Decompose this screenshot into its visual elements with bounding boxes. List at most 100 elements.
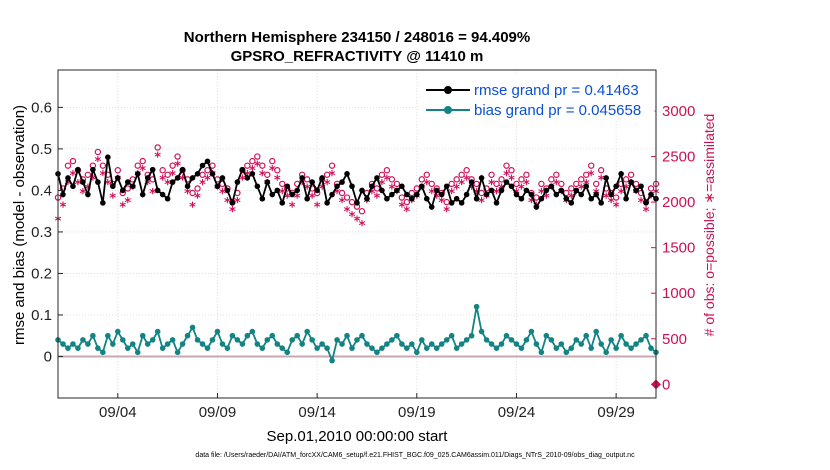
obs-possible-point [323,171,331,178]
obs-assimilated-point: * [294,192,301,207]
obs-assimilated-point: * [119,201,126,216]
bias-point [389,337,395,343]
rmse-point [334,183,340,190]
obs-assimilated-point: * [618,187,625,202]
rmse-point [603,175,609,181]
bias-point [174,349,181,356]
obs-assimilated-point: * [538,187,545,202]
rmse-point [174,175,181,181]
bias-point [578,341,585,347]
rmse-point [364,195,370,202]
rmse-point [294,187,301,194]
rmse-point [239,166,246,173]
obs-assimilated-point: * [558,187,565,202]
obs-assimilated-point: * [184,187,191,202]
obs-possible-point [259,162,266,169]
rmse-point [214,183,221,190]
bias-point [70,341,76,347]
obs-assimilated-point: * [608,196,615,211]
rmse-point [608,191,614,198]
obs-assimilated-point: * [264,178,271,193]
bias-point [259,345,266,351]
rmse-point [369,183,375,190]
obs-possible-point [124,185,131,192]
rmse-point [493,200,500,206]
obs-assimilated-point: * [483,192,490,207]
rmse-point [548,183,555,190]
obs-possible-point [134,162,141,169]
rmse-point [428,204,435,210]
rmse-point [149,166,156,173]
obs-assimilated-point: * [224,196,231,211]
bias-point [588,345,595,351]
obs-possible-point [573,180,580,188]
y-tick-label: 0.2 [31,265,52,282]
obs-assimilated-point: * [109,192,116,207]
bias-point [533,341,540,347]
rmse-point [279,200,286,206]
obs-assimilated-point: * [623,182,630,197]
obs-possible-point [538,180,545,188]
rmse-point [573,187,580,194]
bias-point [110,341,116,347]
bias-point [558,341,565,347]
obs-possible-point [64,162,72,169]
obs-possible-point [139,157,146,165]
obs-possible-point [423,171,430,178]
bias-point [274,341,281,347]
rmse-point [389,191,395,198]
rmse-point [60,191,66,198]
rmse-point [344,170,350,177]
x-tick-label: 09/14 [298,404,336,421]
obs-assimilated-point: * [309,192,316,207]
bias-point [329,357,335,364]
rmse-point [224,187,231,194]
bias-point [219,341,226,347]
rmse-point [209,170,216,177]
obs-assimilated-point: * [129,182,136,197]
obs-possible-point [418,176,425,183]
rmse-point [613,183,619,190]
obs-assimilated-point: * [104,178,111,193]
rmse-point [583,183,590,190]
bias-point [443,337,450,343]
obs-possible-point [194,185,201,192]
rmse-point [399,183,405,190]
obs-assimilated-point: * [453,182,460,197]
obs-assimilated-point: * [284,192,291,207]
bias-point [648,345,654,351]
bias-point [409,341,415,347]
rmse-point [154,187,161,194]
obs-possible-point [593,180,600,188]
bias-point [538,349,545,356]
bias-point [139,332,146,339]
obs-possible-point [338,189,346,197]
rmse-point [75,166,81,173]
bias-point [628,345,634,351]
obs-assimilated-point: * [279,187,286,202]
bias-point [508,337,515,343]
obs-possible-point [498,176,505,183]
obs-possible-point [69,157,77,165]
obs-assimilated-point: * [443,205,450,220]
obs-assimilated-point: * [369,187,376,202]
rmse-point [309,179,315,185]
bias-point [164,341,171,347]
rmse-point [503,179,510,185]
obs-assimilated-point: * [478,196,485,211]
obs-possible-point [428,180,435,188]
bias-point [85,341,91,347]
rmse-point [528,191,535,198]
rmse-point [139,191,146,198]
bias-point [234,337,241,343]
obs-possible-point [164,171,171,178]
rmse-point [394,187,400,194]
bias-point [364,341,370,347]
rmse-point [289,191,296,198]
rmse-point [379,187,385,194]
obs-possible-point [249,157,256,165]
obs-assimilated-point: * [354,214,361,229]
obs-possible-point [503,162,510,169]
obs-assimilated-point: * [339,196,346,211]
bias-point [75,345,81,351]
